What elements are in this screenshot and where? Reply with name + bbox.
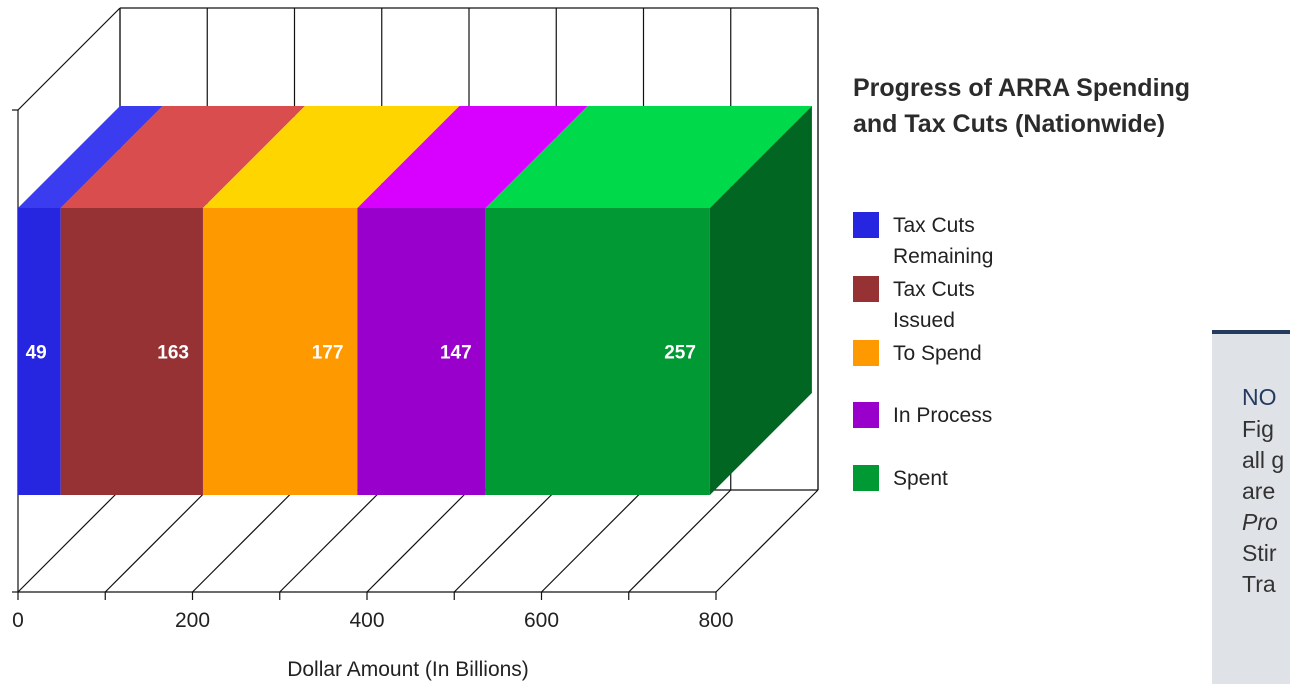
x-tick-label: 600 — [524, 609, 559, 632]
chart-title-line-1: Progress of ARRA Spending — [853, 74, 1191, 102]
data-label: 177 — [312, 343, 344, 364]
legend-item-tax-cuts-issued: Tax Cuts Issued — [853, 274, 1033, 336]
legend-label: Tax Cuts Remaining — [893, 214, 994, 268]
bar-segment — [357, 208, 486, 495]
bar-segment-top — [485, 106, 812, 208]
legend-swatch — [853, 212, 879, 238]
chart-title: Progress of ARRA Spending and Tax Cuts (… — [853, 70, 1290, 142]
data-label: 163 — [157, 343, 189, 364]
legend-swatch — [853, 402, 879, 428]
legend-item-spent: Spent — [853, 463, 1033, 494]
note-line: Pro — [1242, 509, 1278, 535]
x-tick-label: 0 — [12, 609, 24, 632]
floor-gridline — [279, 489, 383, 593]
legend-label: To Spend — [893, 342, 982, 365]
legend-swatch — [853, 340, 879, 366]
floor-gridline — [628, 489, 732, 593]
legend-item-in-process: In Process — [853, 400, 1033, 431]
side-wall-top-edge — [17, 7, 121, 111]
bar-segment — [60, 208, 203, 495]
note-line: Tra — [1242, 571, 1276, 597]
bar-segment-top — [60, 106, 305, 208]
bars — [18, 106, 812, 495]
bar-segment — [18, 208, 61, 495]
bar-segment-side — [709, 106, 812, 495]
chart-title-line-2: and Tax Cuts (Nationwide) — [853, 110, 1166, 138]
floor-gridline — [366, 489, 470, 593]
data-label: 49 — [26, 343, 47, 364]
x-axis: 0 200 400 600 800 Dollar Amount (In Billions) — [12, 591, 734, 681]
legend-swatch — [853, 276, 879, 302]
x-tick-label: 200 — [175, 609, 210, 632]
bar-segment-top — [202, 106, 460, 208]
x-axis-title: Dollar Amount (In Billions) — [287, 658, 529, 681]
note-line: are — [1242, 478, 1276, 504]
legend-label: Tax Cuts Issued — [893, 278, 975, 332]
floor-gridline — [17, 489, 121, 593]
note-line: Stir — [1242, 540, 1277, 566]
chart-plot: 0 200 400 600 800 Dollar Amount (In Billions)… — [12, 7, 819, 681]
floor-gridline — [192, 489, 295, 593]
note-panel: NO Fig all g are Pro Stir Tra — [1212, 330, 1290, 684]
x-tick-label: 800 — [698, 609, 733, 632]
note-line: all g — [1242, 447, 1285, 473]
bar-segment — [202, 208, 358, 495]
legend-swatch — [853, 465, 879, 491]
legend-label: In Process — [893, 404, 993, 427]
data-labels: 49 163 177 147 257 — [26, 343, 696, 364]
bar-segment-top — [18, 106, 163, 208]
legend-item-tax-cuts-remaining: Tax Cuts Remaining — [853, 210, 1033, 272]
x-tick-label: 400 — [349, 609, 384, 632]
note-heading: NO — [1242, 384, 1277, 410]
floor-gridline — [104, 489, 208, 593]
legend-item-to-spend: To Spend — [853, 338, 1033, 369]
note-body: Fig all g are Pro Stir Tra — [1242, 414, 1290, 600]
bar-segment-top — [357, 106, 588, 208]
note-line: Fig — [1242, 416, 1274, 442]
floor-gridline — [453, 489, 557, 593]
data-label: 257 — [664, 343, 696, 364]
floor-gridline — [541, 489, 644, 593]
bar-segment — [485, 208, 710, 495]
data-label: 147 — [440, 343, 472, 364]
floor-gridline — [715, 489, 819, 593]
legend-label: Spent — [893, 467, 948, 490]
